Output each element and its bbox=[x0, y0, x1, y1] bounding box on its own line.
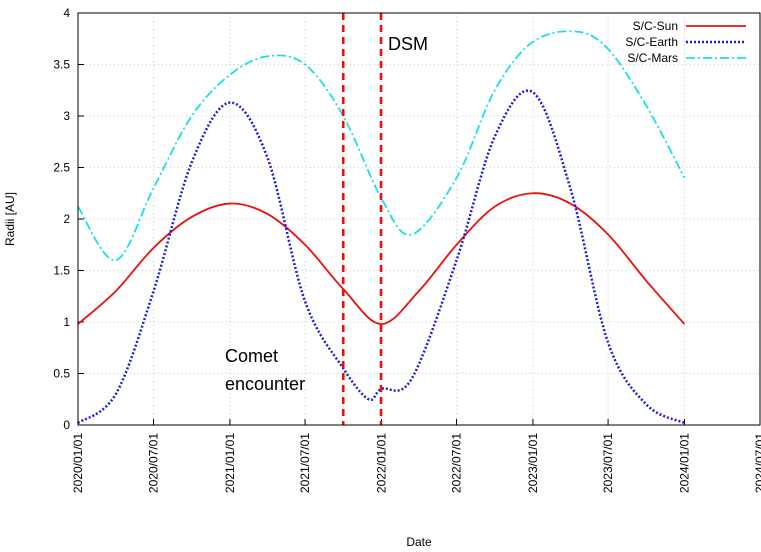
x-tick-label: 2020/01/01 bbox=[71, 433, 85, 493]
y-tick-label: 0 bbox=[63, 418, 70, 432]
legend-label-sun: S/C-Sun bbox=[633, 19, 678, 33]
x-tick-label: 2023/07/01 bbox=[601, 433, 615, 493]
y-tick-label: 3.5 bbox=[53, 58, 70, 72]
y-tick-label: 2 bbox=[63, 212, 70, 226]
x-tick-label: 2024/01/01 bbox=[677, 433, 691, 493]
x-axis-ticks: 2020/01/01 2020/07/01 2021/01/01 2021/07/01… bbox=[71, 433, 761, 493]
series-line-sun bbox=[77, 192, 686, 325]
x-tick-label: 2022/01/01 bbox=[374, 433, 388, 493]
series-lines bbox=[77, 30, 686, 425]
x-tick-label: 2022/07/01 bbox=[450, 433, 464, 493]
y-tick-label: 0.5 bbox=[53, 367, 70, 381]
x-tick-label: 2024/07/01 bbox=[753, 433, 761, 493]
annotation-dsm: DSM bbox=[388, 34, 428, 54]
y-tick-label: 3 bbox=[63, 109, 70, 123]
y-tick-label: 4 bbox=[63, 6, 70, 20]
y-tick-label: 1.5 bbox=[53, 264, 70, 278]
annotation-encounter: encounter bbox=[225, 374, 305, 394]
x-tick-label: 2021/07/01 bbox=[298, 433, 312, 493]
y-tick-label: 1 bbox=[63, 315, 70, 329]
x-tick-label: 2021/01/01 bbox=[223, 433, 237, 493]
series-line-mars bbox=[77, 30, 686, 262]
y-axis-label: Radii [AU] bbox=[3, 192, 17, 246]
event-lines bbox=[341, 13, 383, 425]
plot-frame bbox=[77, 12, 761, 426]
series-line-earth bbox=[77, 89, 685, 425]
legend-label-earth: S/C-Earth bbox=[625, 35, 678, 49]
legend-label-mars: S/C-Mars bbox=[627, 51, 678, 65]
x-axis-label: Date bbox=[406, 535, 432, 549]
x-tick-label: 2023/01/01 bbox=[526, 433, 540, 493]
y-tick-label: 2.5 bbox=[53, 161, 70, 175]
y-axis-ticks: 0 0.5 1 1.5 2 2.5 3 3.5 4 bbox=[53, 6, 70, 432]
annotation-comet: Comet bbox=[225, 346, 278, 366]
legend: S/C-Sun S/C-Earth S/C-Mars bbox=[625, 19, 746, 65]
x-tick-label: 2020/07/01 bbox=[147, 433, 161, 493]
